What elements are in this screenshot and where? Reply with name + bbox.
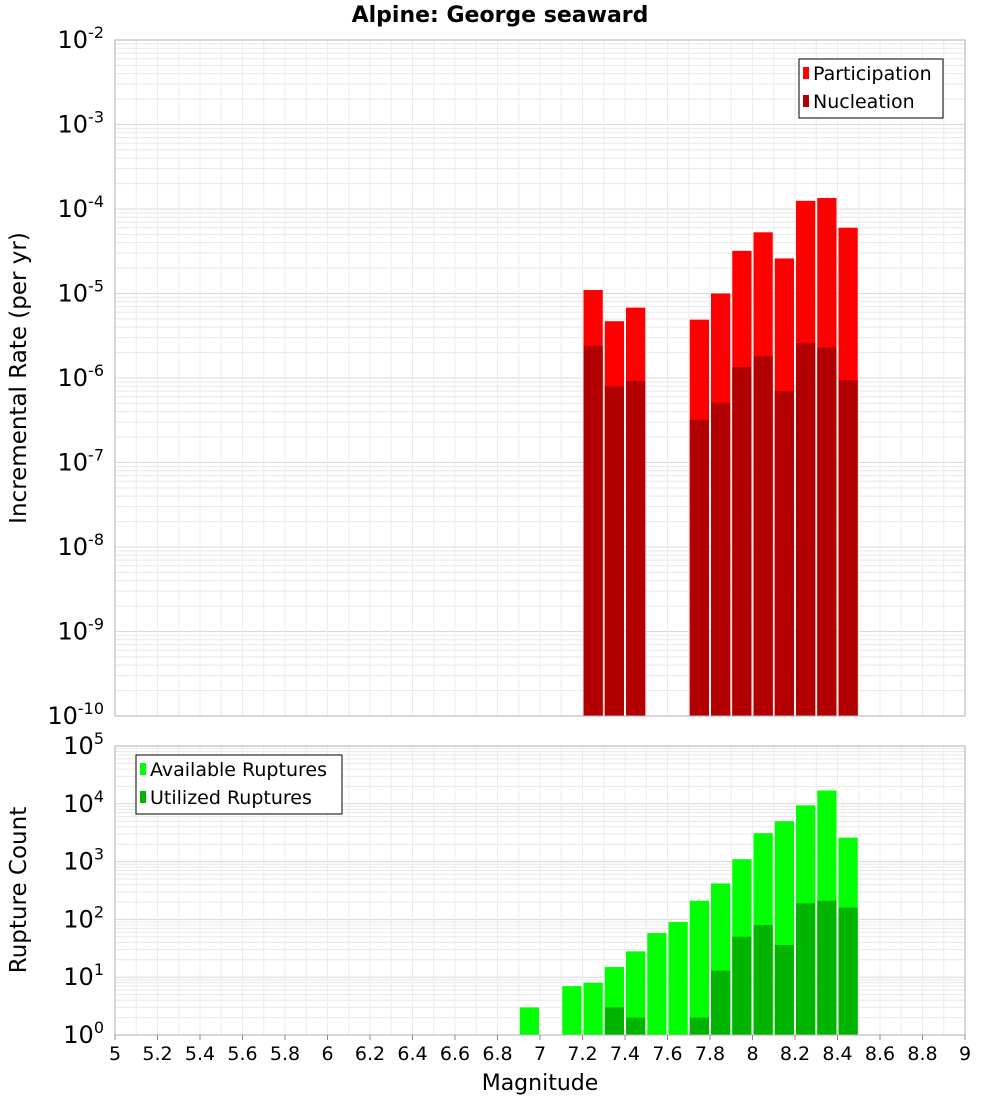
rate-bar-nucleation <box>753 356 773 716</box>
count-bar-utilized-ruptures <box>711 970 731 1035</box>
y-tick-label: 104 <box>63 787 104 818</box>
count-bar-available-ruptures <box>583 982 603 1035</box>
x-axis: 5 5.2 5.4 5.6 5.8 6 6.2 6.4 6.6 6.8 7 7.2 7.4 7.6 7.8 8… <box>109 1035 971 1065</box>
legend-label: Utilized Ruptures <box>150 787 312 809</box>
count-bar-available-ruptures <box>668 922 688 1035</box>
y-tick-label: 10-7 <box>58 446 105 477</box>
count-bar-utilized-ruptures <box>753 925 773 1035</box>
count-bar-utilized-ruptures <box>604 1007 624 1035</box>
x-axis-label: Magnitude <box>482 1071 599 1096</box>
x-tick-label: 6 <box>321 1043 333 1065</box>
rate-bar-nucleation <box>774 391 794 716</box>
y-tick-label: 101 <box>63 960 104 991</box>
legend-swatch <box>803 95 809 107</box>
rate-bar-nucleation <box>732 366 752 716</box>
x-tick-label: 7.8 <box>695 1043 725 1065</box>
y-tick-label: 103 <box>63 845 104 876</box>
count-bar-available-ruptures <box>689 900 709 1035</box>
rate-bar-nucleation <box>583 345 603 716</box>
x-tick-label: 5.6 <box>227 1043 257 1065</box>
y-tick-label: 10-8 <box>58 530 105 561</box>
top-panel: 10-2 10-3 10-4 10-5 10-6 10-7 10-8 10-9 10-10 Inc… <box>6 23 966 730</box>
x-tick-label: 5 <box>109 1043 121 1065</box>
count-bar-utilized-ruptures <box>689 1017 709 1035</box>
count-bar-available-ruptures <box>626 951 646 1035</box>
y-tick-label: 10-2 <box>58 23 105 54</box>
count-bar-available-ruptures <box>519 1007 539 1035</box>
x-tick-label: 8.2 <box>780 1043 810 1065</box>
x-tick-label: 7.6 <box>652 1043 682 1065</box>
count-bar-utilized-ruptures <box>774 945 794 1035</box>
count-bar-utilized-ruptures <box>817 900 837 1035</box>
legend-swatch <box>140 791 146 803</box>
count-bar-utilized-ruptures <box>796 903 816 1035</box>
y-axis-label: Incremental Rate (per yr) <box>6 232 32 524</box>
legend-box <box>135 754 343 815</box>
plot-frame <box>114 39 966 717</box>
x-tick-label: 6.2 <box>355 1043 385 1065</box>
x-tick-label: 6.8 <box>482 1043 512 1065</box>
x-tick-label: 8 <box>746 1043 758 1065</box>
y-tick-label: 10-9 <box>58 615 105 646</box>
count-bar-utilized-ruptures <box>838 907 858 1035</box>
legend-box <box>798 58 944 119</box>
x-tick-label: 8.8 <box>907 1043 937 1065</box>
y-tick-label: 10-4 <box>58 192 105 223</box>
x-tick-label: 9 <box>959 1043 971 1065</box>
y-tick-label: 10-10 <box>47 699 104 730</box>
x-tick-label: 7 <box>534 1043 546 1065</box>
bottom-panel: 105 104 103 102 101 100 Rupture Count Available… <box>6 729 966 1049</box>
rate-bar-nucleation <box>689 419 709 716</box>
count-bar-utilized-ruptures <box>732 936 752 1035</box>
legend-swatch <box>803 67 809 79</box>
y-tick-label: 10-6 <box>58 361 105 392</box>
chart-title: Alpine: George seaward <box>352 3 649 28</box>
x-tick-label: 5.2 <box>142 1043 172 1065</box>
x-tick-label: 5.4 <box>185 1043 215 1065</box>
rate-bar-nucleation <box>796 342 816 716</box>
rate-bar-nucleation <box>838 380 858 716</box>
x-tick-label: 8.6 <box>865 1043 895 1065</box>
legend-label: Nucleation <box>813 91 915 113</box>
count-bar-available-ruptures <box>647 933 667 1035</box>
legend-swatch <box>140 763 146 775</box>
x-tick-label: 8.4 <box>822 1043 852 1065</box>
x-tick-label: 7.4 <box>610 1043 640 1065</box>
y-axis-label: Rupture Count <box>6 807 32 973</box>
x-tick-label: 6.6 <box>440 1043 470 1065</box>
rate-bar-nucleation <box>604 386 624 716</box>
x-tick-label: 6.4 <box>397 1043 427 1065</box>
count-bar-utilized-ruptures <box>626 1017 646 1035</box>
x-tick-label: 5.8 <box>270 1043 300 1065</box>
rate-bar-nucleation <box>817 347 837 716</box>
y-tick-label: 100 <box>63 1018 104 1049</box>
rate-bar-nucleation <box>626 381 646 716</box>
count-bar-available-ruptures <box>562 986 582 1035</box>
y-tick-label: 10-3 <box>58 108 105 139</box>
legend: Participation Nucleation <box>798 58 944 119</box>
legend-label: Participation <box>813 63 932 85</box>
y-tick-label: 10-5 <box>58 277 105 308</box>
rate-bar-nucleation <box>711 402 731 716</box>
x-tick-label: 7.2 <box>567 1043 597 1065</box>
y-tick-label: 105 <box>63 729 104 760</box>
legend: Available Ruptures Utilized Ruptures <box>135 754 343 815</box>
legend-label: Available Ruptures <box>150 759 327 781</box>
y-tick-label: 102 <box>63 902 104 933</box>
